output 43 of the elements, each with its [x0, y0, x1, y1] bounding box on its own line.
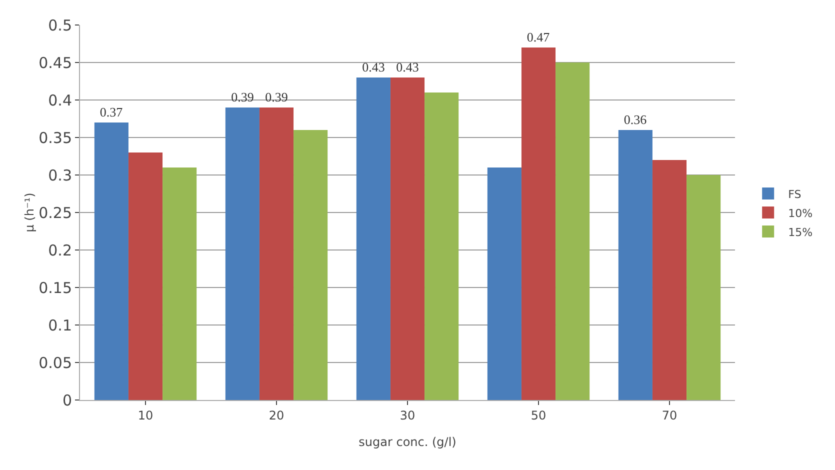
bar — [521, 48, 556, 400]
data-label: 0.36 — [624, 112, 648, 127]
y-tick-label: 0.1 — [48, 316, 72, 334]
y-tick-label: 0.15 — [38, 278, 72, 297]
bar — [162, 168, 197, 400]
y-tick-label: 0.05 — [38, 354, 72, 372]
x-tick-label: 50 — [530, 408, 546, 422]
y-tick-label: 0.25 — [38, 204, 72, 222]
y-tick-label: 0.5 — [48, 16, 72, 34]
y-tick-label: 0.45 — [38, 54, 72, 72]
x-tick-label: 70 — [662, 408, 678, 422]
x-axis-title: sugar conc. (g/l) — [358, 435, 456, 449]
x-tick-label: 10 — [138, 408, 154, 422]
bar — [424, 92, 459, 400]
data-label: 0.43 — [396, 60, 419, 74]
bar — [225, 108, 260, 400]
bar — [556, 62, 590, 400]
data-label: 0.47 — [526, 30, 550, 44]
bar — [390, 78, 425, 400]
bar — [652, 160, 687, 400]
legend-label: 15% — [788, 226, 813, 239]
bar — [686, 175, 721, 400]
y-tick-label: 0 — [62, 391, 72, 410]
data-label: 0.39 — [231, 90, 254, 104]
y-tick-label: 0.3 — [48, 166, 72, 184]
y-tick-label: 0.4 — [48, 91, 72, 110]
bar — [487, 168, 522, 400]
legend-label: FS — [788, 188, 802, 201]
bar — [618, 130, 652, 400]
bar — [294, 130, 328, 400]
bar — [128, 152, 163, 400]
bar — [94, 122, 128, 400]
bar — [259, 108, 294, 400]
legend-label: 10% — [788, 206, 813, 220]
data-label: 0.39 — [265, 90, 288, 104]
bar — [356, 78, 390, 400]
y-axis-title: μ (h⁻¹) — [22, 192, 37, 232]
x-tick-label: 30 — [400, 408, 416, 422]
y-tick-label: 0.2 — [48, 241, 72, 260]
x-tick-label: 20 — [268, 408, 284, 422]
data-label: 0.37 — [100, 104, 124, 120]
data-label: 0.43 — [362, 60, 385, 74]
y-tick-label: 0.35 — [38, 128, 72, 147]
